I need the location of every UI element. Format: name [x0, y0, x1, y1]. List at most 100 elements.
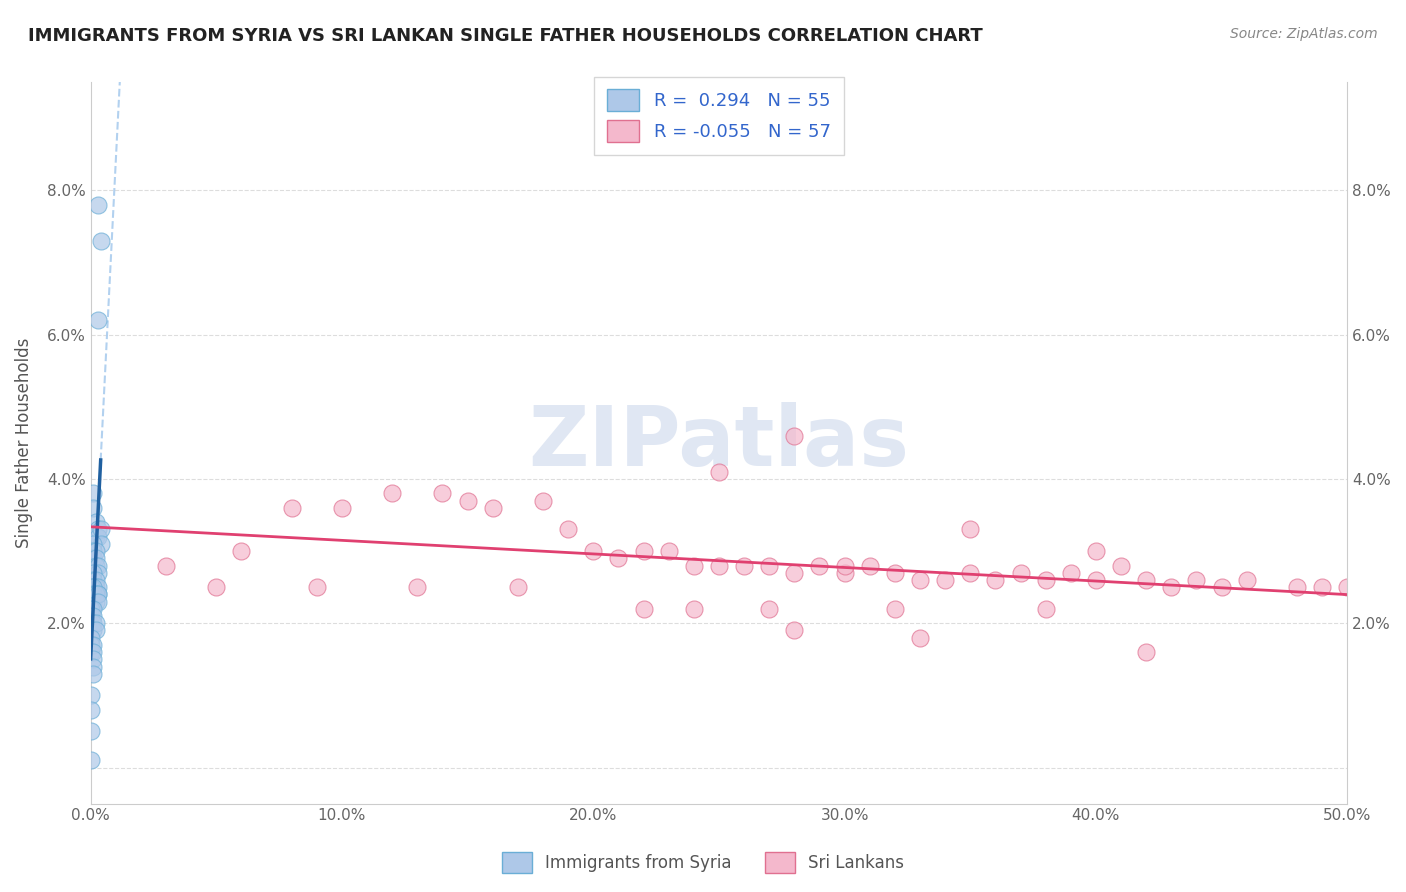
Point: [908, 573, 931, 587]
Point: [79, 753, 101, 767]
Point: [82, 580, 104, 594]
Point: [432, 486, 454, 500]
Point: [457, 493, 479, 508]
Point: [79, 689, 101, 703]
Point: [959, 566, 981, 580]
Point: [84, 594, 107, 608]
Point: [79, 645, 101, 659]
Point: [506, 580, 529, 594]
Point: [607, 551, 630, 566]
Point: [82, 594, 104, 608]
Point: [82, 580, 104, 594]
Point: [87, 530, 110, 544]
Point: [557, 523, 579, 537]
Point: [531, 493, 554, 508]
Point: [90, 234, 112, 248]
Point: [1185, 573, 1208, 587]
Point: [1109, 558, 1132, 573]
Point: [883, 566, 905, 580]
Point: [934, 573, 956, 587]
Point: [783, 428, 806, 442]
Point: [1135, 645, 1157, 659]
Point: [859, 558, 882, 573]
Point: [82, 616, 104, 631]
Point: [1310, 580, 1333, 594]
Point: [1236, 573, 1258, 587]
Point: [783, 566, 806, 580]
Point: [834, 558, 856, 573]
Point: [1084, 544, 1107, 558]
Point: [1060, 566, 1083, 580]
Point: [707, 465, 730, 479]
Point: [82, 602, 104, 616]
Point: [84, 624, 107, 638]
Point: [79, 609, 101, 624]
Point: [84, 616, 107, 631]
Point: [682, 558, 704, 573]
Text: Source: ZipAtlas.com: Source: ZipAtlas.com: [1230, 27, 1378, 41]
Point: [959, 523, 981, 537]
Point: [582, 544, 605, 558]
Point: [280, 500, 302, 515]
Point: [87, 587, 110, 601]
Point: [79, 602, 101, 616]
Point: [87, 523, 110, 537]
Point: [82, 624, 104, 638]
Point: [87, 580, 110, 594]
Point: [658, 544, 681, 558]
Text: ZIPatlas: ZIPatlas: [529, 402, 910, 483]
Point: [1285, 580, 1308, 594]
Point: [87, 198, 110, 212]
Legend: R =  0.294   N = 55, R = -0.055   N = 57: R = 0.294 N = 55, R = -0.055 N = 57: [595, 77, 844, 155]
Point: [406, 580, 429, 594]
Point: [79, 638, 101, 652]
Point: [682, 602, 704, 616]
Point: [82, 609, 104, 624]
Point: [82, 666, 104, 681]
Point: [808, 558, 831, 573]
Text: IMMIGRANTS FROM SYRIA VS SRI LANKAN SINGLE FATHER HOUSEHOLDS CORRELATION CHART: IMMIGRANTS FROM SYRIA VS SRI LANKAN SING…: [28, 27, 983, 45]
Point: [87, 558, 110, 573]
Point: [82, 500, 104, 515]
Point: [231, 544, 253, 558]
Point: [82, 573, 104, 587]
Point: [155, 558, 177, 573]
Point: [84, 558, 107, 573]
Point: [733, 558, 755, 573]
Point: [381, 486, 404, 500]
Point: [984, 573, 1007, 587]
Point: [633, 602, 655, 616]
Point: [82, 638, 104, 652]
Point: [82, 544, 104, 558]
Point: [82, 486, 104, 500]
Point: [90, 537, 112, 551]
Point: [1336, 580, 1358, 594]
Point: [1160, 580, 1182, 594]
Point: [1010, 566, 1032, 580]
Point: [84, 530, 107, 544]
Point: [84, 580, 107, 594]
Point: [1035, 602, 1057, 616]
Point: [87, 566, 110, 580]
Point: [87, 587, 110, 601]
Point: [87, 313, 110, 327]
Point: [1035, 573, 1057, 587]
Point: [82, 645, 104, 659]
Point: [330, 500, 353, 515]
Point: [84, 573, 107, 587]
Legend: Immigrants from Syria, Sri Lankans: Immigrants from Syria, Sri Lankans: [495, 846, 911, 880]
Point: [481, 500, 503, 515]
Point: [1084, 573, 1107, 587]
Point: [707, 558, 730, 573]
Point: [90, 523, 112, 537]
Point: [79, 724, 101, 739]
Point: [834, 566, 856, 580]
Point: [79, 580, 101, 594]
Point: [1211, 580, 1233, 594]
Point: [758, 558, 780, 573]
Point: [1135, 573, 1157, 587]
Point: [82, 659, 104, 673]
Point: [883, 602, 905, 616]
Point: [908, 631, 931, 645]
Point: [82, 587, 104, 601]
